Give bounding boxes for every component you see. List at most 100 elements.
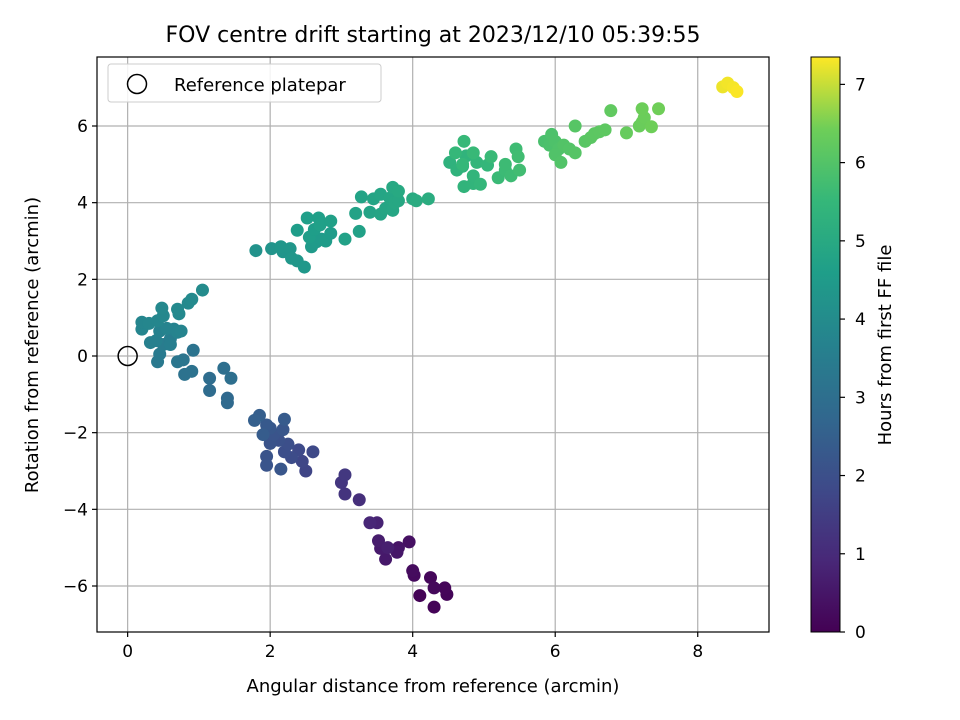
scatter-point xyxy=(338,468,352,482)
scatter-point xyxy=(406,564,420,578)
scatter-point xyxy=(513,163,527,177)
scatter-point xyxy=(338,232,352,246)
scatter-point xyxy=(466,146,480,160)
scatter-point xyxy=(652,102,666,116)
scatter-point xyxy=(249,244,263,258)
scatter-point xyxy=(163,338,177,351)
scatter-point xyxy=(143,336,157,350)
scatter-point xyxy=(379,552,393,566)
scatter-point xyxy=(371,534,385,548)
scatter-point xyxy=(247,413,261,427)
scatter-point xyxy=(313,218,327,232)
scatter-point xyxy=(274,462,288,476)
scatter-point xyxy=(363,205,377,219)
scatter-point xyxy=(391,184,405,198)
x-tick-label: 4 xyxy=(407,642,418,662)
scatter-point xyxy=(256,428,270,442)
scatter-point xyxy=(427,581,441,595)
colorbar-tick-label: 4 xyxy=(855,310,866,330)
scatter-point xyxy=(324,226,338,240)
x-axis-label: Angular distance from reference (arcmin) xyxy=(247,676,620,697)
x-tick-label: 6 xyxy=(550,642,561,662)
scatter-point xyxy=(290,223,304,237)
scatter-point xyxy=(171,302,185,316)
colorbar-tick-label: 0 xyxy=(855,623,866,643)
y-axis-label: Rotation from reference (arcmin) xyxy=(22,197,43,493)
colorbar-ticks: 0 1 2 3 4 5 6 7 xyxy=(840,75,866,643)
y-tick-label: 4 xyxy=(77,194,88,214)
scatter-point xyxy=(352,493,366,507)
colorbar xyxy=(810,56,841,633)
colorbar-tick-label: 5 xyxy=(855,232,866,252)
scatter-point xyxy=(283,242,297,256)
scatter-point xyxy=(178,367,192,381)
colorbar-tick-label: 2 xyxy=(855,467,866,487)
x-axis-ticks: 0 2 4 6 8 xyxy=(122,632,703,662)
colorbar-tick-label: 1 xyxy=(855,545,866,565)
colorbar-tick-label: 7 xyxy=(855,75,866,95)
y-tick-label: 6 xyxy=(77,117,88,137)
scatter-point xyxy=(644,120,658,134)
scatter-point xyxy=(295,454,309,468)
scatter-point xyxy=(511,150,525,164)
scatter-point xyxy=(381,541,395,555)
scatter-point xyxy=(324,214,338,228)
scatter-point xyxy=(413,589,427,603)
scatter-point xyxy=(409,194,423,208)
y-tick-label: 0 xyxy=(77,347,88,367)
scatter-point xyxy=(277,412,291,426)
scatter-point xyxy=(171,355,185,369)
scatter-point xyxy=(300,211,314,225)
legend-box xyxy=(107,63,382,103)
x-tick-label: 0 xyxy=(122,642,133,662)
scatter-point xyxy=(598,123,612,137)
scatter-point xyxy=(363,516,377,530)
legend-marker-icon xyxy=(126,73,148,95)
scatter-point xyxy=(185,292,199,306)
scatter-point xyxy=(155,301,169,315)
scatter-point xyxy=(338,487,352,501)
scatter-point xyxy=(354,190,368,204)
colorbar-label: Hours from first FF file xyxy=(875,245,896,446)
scatter-point xyxy=(554,155,568,169)
scatter-point xyxy=(619,126,633,140)
scatter-point xyxy=(195,283,209,297)
x-tick-label: 2 xyxy=(265,642,276,662)
y-tick-label: 2 xyxy=(77,270,88,290)
scatter-point xyxy=(424,571,438,585)
scatter-point xyxy=(352,224,366,238)
reference-platepar-marker xyxy=(117,345,138,367)
scatter-point xyxy=(438,581,452,595)
scatter-point xyxy=(174,324,188,338)
scatter-point xyxy=(568,119,582,133)
scatter-point xyxy=(186,343,200,357)
colorbar-tick-label: 3 xyxy=(855,388,866,408)
y-tick-label: −6 xyxy=(63,577,88,597)
scatter-point xyxy=(568,146,582,160)
scatter-point xyxy=(276,423,290,437)
plot-frame xyxy=(96,56,770,633)
colorbar-tick-label: 6 xyxy=(855,154,866,174)
scatter-point xyxy=(448,146,462,160)
scatter-point xyxy=(604,104,618,118)
scatter-point xyxy=(456,157,470,171)
legend: Reference platepar xyxy=(107,63,382,103)
y-tick-label: −4 xyxy=(63,500,88,520)
x-tick-label: 8 xyxy=(692,642,703,662)
scatter-point xyxy=(484,150,498,164)
y-axis-ticks: −6 −4 −2 0 2 4 6 xyxy=(63,117,97,597)
scatter-point xyxy=(349,206,363,220)
scatter-point xyxy=(427,600,441,614)
scatter-point xyxy=(635,102,649,116)
scatter-point xyxy=(402,535,416,549)
scatter-points xyxy=(135,76,744,614)
scatter-point xyxy=(498,157,512,171)
scatter-point xyxy=(457,134,471,148)
chart-title: FOV centre drift starting at 2023/12/10 … xyxy=(166,23,701,48)
scatter-point xyxy=(220,396,234,410)
scatter-point xyxy=(473,177,487,191)
scatter-point xyxy=(730,85,744,98)
scatter-point xyxy=(306,445,320,459)
scatter-point xyxy=(217,361,231,375)
